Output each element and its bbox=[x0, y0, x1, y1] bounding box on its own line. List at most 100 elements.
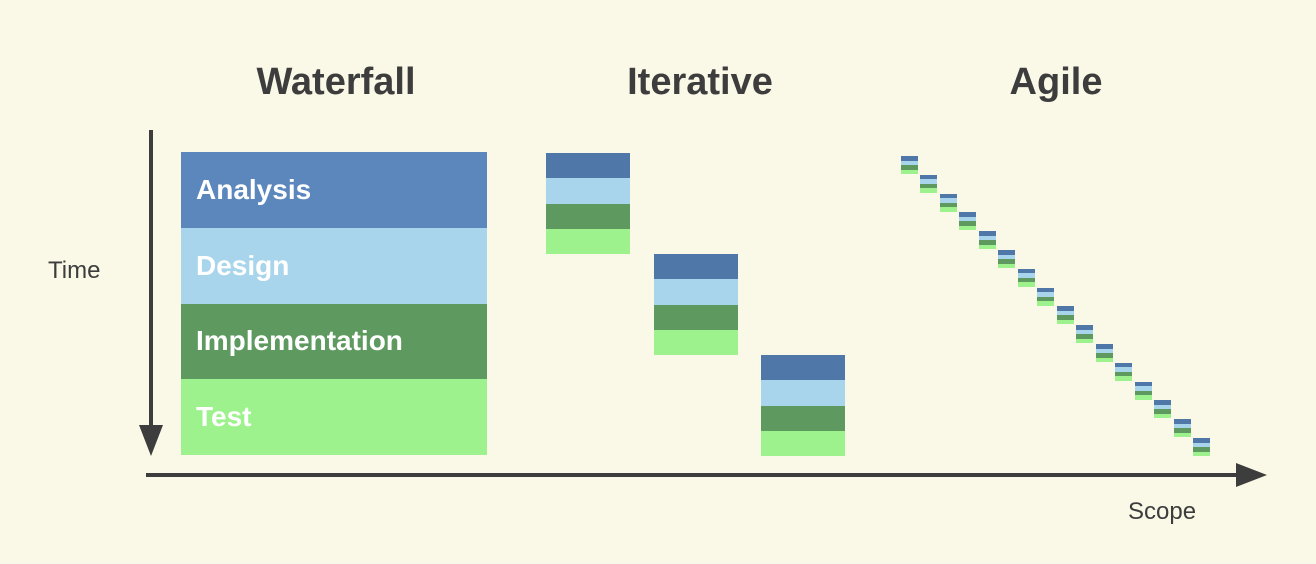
design-segment bbox=[1193, 442, 1210, 447]
agile-cycle-12 bbox=[1115, 362, 1133, 381]
analysis-segment bbox=[1017, 268, 1035, 274]
test-segment bbox=[653, 329, 738, 355]
analysis-segment bbox=[978, 231, 996, 236]
waterfall-phase-design: Design bbox=[181, 227, 487, 304]
test-segment bbox=[546, 228, 630, 254]
agile-cycle-13 bbox=[1134, 381, 1152, 400]
analysis-segment bbox=[653, 254, 738, 280]
implementation-segment bbox=[1037, 296, 1055, 302]
design-segment bbox=[920, 179, 938, 184]
analysis-segment bbox=[761, 355, 845, 381]
test-segment bbox=[1115, 376, 1133, 381]
agile-cycle-5 bbox=[978, 231, 996, 250]
test-segment bbox=[1056, 319, 1074, 325]
test-segment bbox=[1037, 301, 1055, 306]
implementation-segment bbox=[978, 240, 996, 245]
test-segment bbox=[1017, 282, 1035, 287]
agile-cycle-7 bbox=[1017, 268, 1035, 287]
agile-cycle-6 bbox=[998, 250, 1016, 268]
phase-label: Test bbox=[196, 401, 252, 433]
implementation-segment bbox=[998, 259, 1016, 264]
phase-label: Implementation bbox=[196, 325, 403, 357]
design-segment bbox=[1095, 348, 1113, 353]
implementation-segment bbox=[1017, 277, 1035, 283]
implementation-segment bbox=[939, 202, 957, 208]
design-segment bbox=[978, 235, 996, 241]
implementation-segment bbox=[1193, 447, 1210, 452]
waterfall-phase-analysis: Analysis bbox=[181, 152, 487, 228]
waterfall-phase-test: Test bbox=[181, 379, 487, 455]
iterative-heading: Iterative bbox=[627, 61, 773, 103]
agile-cycle-3 bbox=[939, 193, 957, 212]
test-segment bbox=[901, 169, 918, 174]
implementation-segment bbox=[901, 165, 918, 170]
agile-cycle-10 bbox=[1076, 325, 1094, 344]
design-segment bbox=[1037, 292, 1055, 297]
iterative-cycle-2 bbox=[653, 254, 738, 355]
implementation-segment bbox=[761, 405, 845, 431]
agile-cycle-9 bbox=[1056, 306, 1074, 325]
test-segment bbox=[920, 188, 938, 193]
design-segment bbox=[1017, 273, 1035, 278]
phase-label: Design bbox=[196, 249, 290, 281]
analysis-segment bbox=[1154, 400, 1172, 405]
analysis-segment bbox=[1173, 419, 1191, 424]
design-segment bbox=[1115, 367, 1133, 372]
agile-cycle-11 bbox=[1095, 344, 1113, 362]
design-segment bbox=[1173, 423, 1191, 429]
agile-cycle-2 bbox=[920, 174, 938, 193]
analysis-segment bbox=[1037, 287, 1055, 293]
iterative-cycle-3 bbox=[761, 355, 845, 456]
design-segment bbox=[959, 216, 977, 222]
analysis-segment bbox=[1076, 325, 1094, 330]
agile-cycle-1 bbox=[901, 156, 918, 174]
iterative-cycle-1 bbox=[546, 153, 630, 254]
analysis-segment bbox=[920, 174, 938, 180]
implementation-segment bbox=[1076, 334, 1094, 339]
design-segment bbox=[998, 254, 1016, 259]
design-segment bbox=[1056, 310, 1074, 316]
analysis-segment bbox=[939, 193, 957, 199]
design-segment bbox=[653, 279, 738, 305]
implementation-segment bbox=[1134, 390, 1152, 396]
analysis-segment bbox=[959, 212, 977, 217]
test-segment bbox=[939, 207, 957, 212]
agile-cycle-8 bbox=[1037, 287, 1055, 306]
agile-cycle-15 bbox=[1173, 419, 1191, 438]
implementation-segment bbox=[1154, 409, 1172, 414]
test-segment bbox=[1134, 395, 1152, 400]
implementation-segment bbox=[546, 203, 630, 229]
design-segment bbox=[901, 160, 918, 165]
test-segment bbox=[761, 430, 845, 456]
agile-cycle-14 bbox=[1154, 400, 1172, 419]
test-segment bbox=[1076, 338, 1094, 344]
agile-cycle-16 bbox=[1193, 438, 1210, 456]
test-segment bbox=[978, 244, 996, 250]
time-axis-label: Time bbox=[48, 257, 101, 284]
implementation-segment bbox=[959, 221, 977, 226]
time-axis-arrowhead bbox=[139, 425, 163, 456]
agile-heading: Agile bbox=[1009, 61, 1103, 103]
implementation-segment bbox=[1173, 428, 1191, 433]
design-segment bbox=[939, 198, 957, 203]
analysis-segment bbox=[1056, 306, 1074, 311]
analysis-segment bbox=[1095, 344, 1113, 349]
analysis-segment bbox=[1193, 438, 1210, 443]
design-segment bbox=[761, 380, 845, 406]
analysis-segment bbox=[1134, 381, 1152, 387]
implementation-segment bbox=[653, 304, 738, 330]
scope-axis-arrowhead bbox=[1236, 463, 1267, 487]
waterfall-phase-implementation: Implementation bbox=[181, 303, 487, 380]
design-segment bbox=[1154, 404, 1172, 410]
test-segment bbox=[998, 263, 1016, 268]
scope-axis-label: Scope bbox=[1128, 498, 1197, 525]
test-segment bbox=[1095, 357, 1113, 362]
waterfall-stack: Analysis Design Implementation Test bbox=[181, 152, 487, 455]
implementation-segment bbox=[1095, 353, 1113, 358]
test-segment bbox=[1173, 432, 1191, 438]
phase-label: Analysis bbox=[196, 173, 312, 205]
design-segment bbox=[1134, 386, 1152, 391]
implementation-segment bbox=[920, 183, 938, 189]
test-segment bbox=[959, 225, 977, 231]
